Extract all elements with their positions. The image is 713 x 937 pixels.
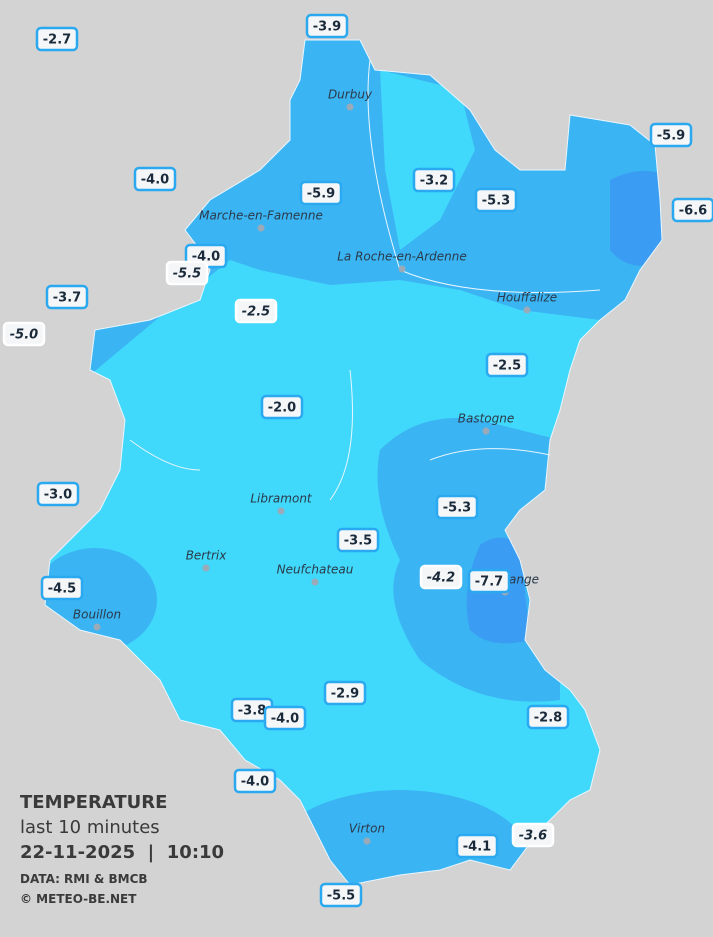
station-temperature: -2.5 <box>493 359 521 374</box>
town-label: Libramont <box>250 492 313 506</box>
station-box <box>467 568 511 594</box>
station-box <box>435 494 479 520</box>
station-temperature: -2.5 <box>242 305 270 320</box>
station-temperature: -3.2 <box>420 174 448 189</box>
station-box <box>671 197 713 223</box>
station-temperature: -5.0 <box>10 328 38 343</box>
station-temperature: -5.3 <box>443 501 471 516</box>
station-box <box>319 882 363 908</box>
station-temperature: -5.5 <box>327 889 355 904</box>
town-label: Bouillon <box>73 608 121 622</box>
station-box <box>455 833 499 859</box>
station-box <box>474 187 518 213</box>
station-temperature: -5.3 <box>482 194 510 209</box>
station-temperature: -5.5 <box>173 267 201 282</box>
zone-dark <box>610 171 662 266</box>
town-dot <box>93 623 101 631</box>
station-temperature: -5.9 <box>307 187 335 202</box>
station-temperature: -3.7 <box>53 291 81 306</box>
station-box <box>133 166 177 192</box>
station-box <box>419 564 463 590</box>
town-label: La Roche-en-Ardenne <box>337 250 467 264</box>
station-box <box>336 527 380 553</box>
station-box <box>260 394 304 420</box>
station-temperature: -4.5 <box>48 582 76 597</box>
station-temperature: -4.0 <box>271 712 299 727</box>
town-label: Houffalize <box>497 291 557 305</box>
station-temperature: -5.9 <box>657 129 685 144</box>
station-temperature: -4.0 <box>141 173 169 188</box>
station-temperature: -3.6 <box>519 829 547 844</box>
station-temperature: -3.9 <box>313 20 341 35</box>
station-temperature: -3.8 <box>238 704 266 719</box>
station-box <box>649 122 693 148</box>
station-temperature: -4.2 <box>427 571 455 586</box>
river <box>129 59 601 501</box>
station-temperature: -4.0 <box>241 775 269 790</box>
zone-mid <box>270 790 530 885</box>
town-dot <box>311 578 319 586</box>
station-box <box>233 768 277 794</box>
station-box <box>45 284 89 310</box>
town-dot <box>346 103 354 111</box>
town-dot <box>523 306 531 314</box>
station-box <box>35 26 79 52</box>
town-dot <box>277 507 285 515</box>
station-temperature: -3.0 <box>44 488 72 503</box>
station-temperature: -7.7 <box>475 575 503 590</box>
town-label: Bastogne <box>458 412 515 426</box>
legend-source: DATA: RMI & BMCB <box>20 872 148 886</box>
legend-datetime: 22-11-2025 | 10:10 <box>20 842 224 863</box>
town-label: Bertrix <box>186 549 228 563</box>
station-box <box>234 298 278 324</box>
station-temperature: -2.9 <box>331 687 359 702</box>
station-box <box>412 167 456 193</box>
station-box <box>299 180 343 206</box>
town-label: Marche-en-Famenne <box>199 209 323 223</box>
town-dot <box>482 427 490 435</box>
station-box <box>2 321 46 347</box>
station-temperature: -6.6 <box>679 204 707 219</box>
station-temperature: -2.8 <box>534 711 562 726</box>
station-box <box>263 705 307 731</box>
station-temperature: -2.0 <box>268 401 296 416</box>
station-box <box>485 352 529 378</box>
station-box <box>40 575 84 601</box>
town-label: Neufchateau <box>277 563 354 577</box>
legend-subtitle: last 10 minutes <box>20 817 160 838</box>
station-box <box>165 260 209 286</box>
town-dot <box>363 837 371 845</box>
legend-title: TEMPERATURE <box>20 792 167 813</box>
town-label: Virton <box>349 822 385 836</box>
station-box <box>511 822 555 848</box>
zone-light <box>380 70 475 250</box>
station-box <box>526 704 570 730</box>
town-dot <box>202 564 210 572</box>
station-box <box>323 680 367 706</box>
station-box <box>36 481 80 507</box>
legend-credit: © METEO-BE.NET <box>20 892 137 906</box>
town-dot <box>257 224 265 232</box>
town-label: Durbuy <box>328 88 373 102</box>
station-temperature: -2.7 <box>43 33 71 48</box>
station-temperature: -3.5 <box>344 534 372 549</box>
town-dot <box>398 265 406 273</box>
station-box <box>305 13 349 39</box>
station-temperature: -4.1 <box>463 840 491 855</box>
